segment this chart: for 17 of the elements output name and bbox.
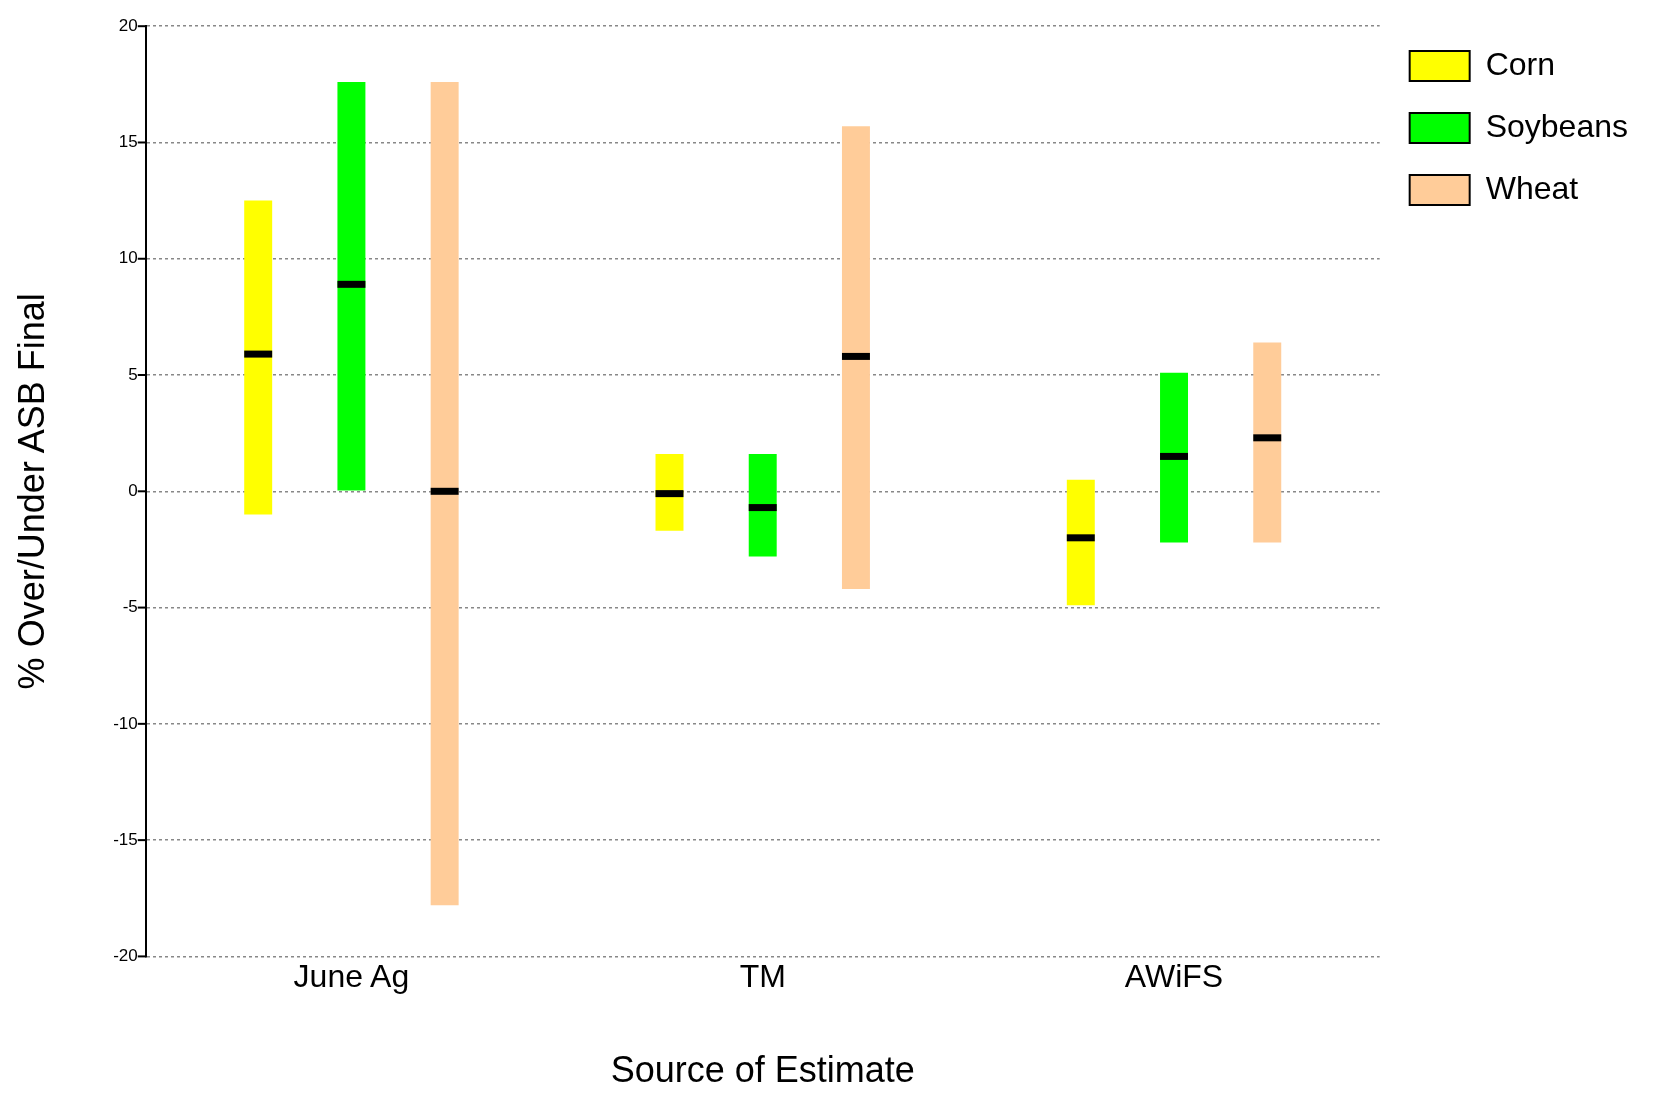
x-tick-label: AWiFS <box>1124 958 1224 995</box>
x-tick-label: June Ag <box>293 958 410 995</box>
y-tick-label: 20 <box>118 15 138 35</box>
legend-label: Corn <box>1485 45 1556 82</box>
x-axis-title: Source of Estimate <box>610 1049 915 1091</box>
y-tick-label: -5 <box>122 597 138 617</box>
y-tick-label: 10 <box>118 248 138 268</box>
y-axis-title: % Over/Under ASB Final <box>10 293 52 690</box>
y-tick-label: 5 <box>128 364 138 384</box>
y-tick-label: 0 <box>128 480 138 500</box>
legend-label: Soybeans <box>1485 107 1628 144</box>
x-tick-label: TM <box>739 958 786 995</box>
y-tick-label: -20 <box>113 946 138 966</box>
y-tick-label: -10 <box>113 713 138 733</box>
legend-label: Wheat <box>1485 169 1579 206</box>
y-tick-label: -15 <box>113 829 138 849</box>
y-tick-label: 15 <box>118 132 138 152</box>
